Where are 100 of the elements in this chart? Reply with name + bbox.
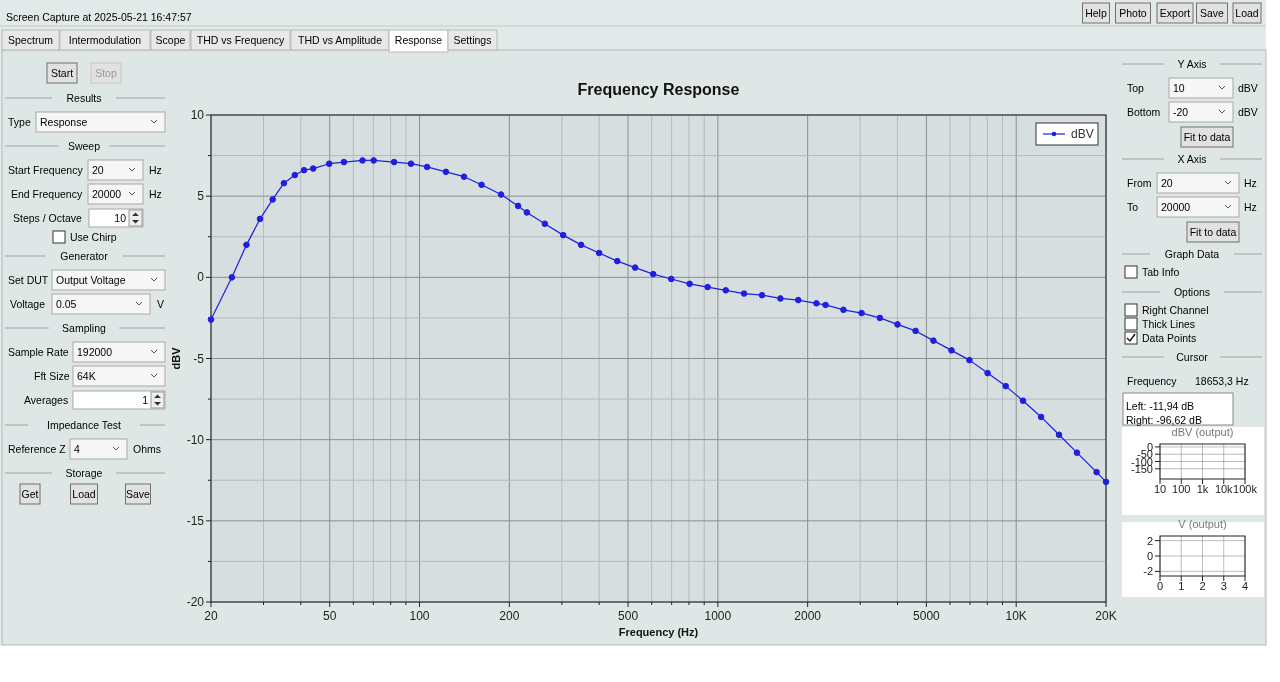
text: X Axis [1177, 153, 1207, 165]
x-tick-label: 3 [1220, 580, 1227, 592]
y-tick-label: -5 [193, 351, 205, 366]
text: Intermodulation [68, 34, 142, 46]
x-tick-label: 1k [1196, 483, 1209, 495]
text: Averages [24, 394, 69, 406]
text: From [1127, 177, 1152, 189]
text: 10 [1173, 82, 1185, 94]
x-tick-label: 2 [1199, 580, 1206, 592]
y-tick-label: 0 [1146, 550, 1153, 562]
text: Results [66, 92, 102, 104]
chart-title: V (output) [1178, 518, 1227, 530]
text: Settings [453, 34, 492, 46]
text: Bottom [1127, 106, 1161, 118]
text: Right Channel [1142, 304, 1209, 316]
x-tick-label: 50 [323, 609, 337, 623]
text: Storage [65, 467, 103, 479]
y-tick-label: 10 [190, 108, 205, 122]
text: Data Points [1142, 332, 1197, 344]
text: Reference Z [8, 443, 67, 455]
text: Start Frequency [8, 164, 84, 176]
text: 1 [142, 394, 149, 406]
x-tick-label: 10K [1005, 609, 1027, 623]
y-tick-label: -20 [186, 595, 205, 609]
text: dBV [1238, 82, 1258, 94]
x-tick-label: 2000 [794, 609, 822, 623]
text: Photo [1119, 7, 1147, 19]
text: Top [1127, 82, 1145, 94]
y-tick-label: -2 [1143, 565, 1153, 578]
text: Load [72, 488, 96, 500]
x-tick-label: 4 [1241, 580, 1249, 592]
chart-title: Frequency Response [577, 81, 740, 98]
text: End Frequency [11, 188, 83, 200]
text: 20 [92, 164, 104, 176]
text: Hz [149, 164, 162, 176]
text: Scope [155, 34, 186, 46]
text: Tab Info [1142, 266, 1180, 278]
text: Steps / Octave [13, 212, 83, 224]
text: Sampling [62, 322, 107, 334]
text: 10 [114, 212, 127, 224]
text: 4 [74, 443, 80, 455]
y-axis-title: dBV [170, 346, 182, 370]
x-tick-label: 20 [204, 609, 218, 623]
text: Help [1085, 7, 1107, 19]
y-tick-label: 2 [1146, 534, 1153, 547]
text: Fft Size [34, 370, 70, 382]
text: Generator [60, 250, 109, 262]
text: Start [50, 67, 74, 79]
text: Thick Lines [1142, 318, 1196, 330]
text: Response [394, 34, 443, 46]
text: Cursor [1176, 351, 1209, 363]
y-tick-label: 0 [197, 270, 205, 285]
text: Hz [1244, 177, 1257, 189]
text: Sweep [67, 140, 101, 152]
text: Response [40, 116, 88, 128]
x-tick-label: 20K [1095, 609, 1117, 623]
text: THD vs Amplitude [297, 34, 383, 46]
text: 20000 [1161, 201, 1191, 213]
text: Set DUT [8, 274, 49, 286]
text: Y Axis [1177, 58, 1207, 70]
text: Load [1235, 7, 1259, 19]
text: Graph Data [1164, 248, 1220, 260]
x-tick-label: 0 [1156, 580, 1164, 592]
x-tick-label: 1 [1178, 580, 1185, 592]
text: Options [1173, 286, 1211, 298]
text: 20000 [92, 188, 122, 200]
text: Save [1200, 7, 1225, 19]
text: Fit to data [1183, 131, 1231, 143]
text: Save [126, 488, 151, 500]
text: Screen Capture at 2025-05-21 16:47:57 [6, 11, 192, 23]
text: 64K [77, 370, 96, 382]
text: V [157, 298, 165, 310]
text: Hz [1244, 201, 1257, 213]
text: Voltage [10, 298, 46, 310]
x-tick-label: 200 [499, 609, 520, 623]
text: Use Chirp [70, 231, 117, 243]
text: THD vs Frequency [196, 34, 286, 46]
y-tick-label: -10 [186, 432, 205, 447]
text: Right: -96,62 dB [1126, 414, 1202, 426]
y-tick-label: 5 [197, 189, 205, 204]
x-tick-label: 500 [618, 609, 639, 623]
text: Sample Rate [8, 346, 69, 358]
text: Impedance Test [47, 419, 122, 431]
text: Frequency [1127, 375, 1178, 387]
text: Output Voltage [56, 274, 126, 286]
x-tick-label: 100 [1172, 483, 1191, 495]
text: Left: -11,94 dB [1126, 400, 1195, 412]
text: Export [1159, 7, 1191, 19]
text: -20 [1173, 106, 1189, 118]
y-tick-label: -15 [186, 513, 205, 528]
text: Fit to data [1189, 226, 1237, 238]
text: 0.05 [56, 298, 77, 310]
x-tick-label: 1000 [704, 609, 732, 623]
text: Type [8, 116, 31, 128]
text: Hz [149, 188, 162, 200]
text: Spectrum [8, 34, 54, 46]
x-tick-label: 5000 [913, 609, 941, 623]
text: dBV [1238, 106, 1258, 118]
text: 20 [1161, 177, 1173, 189]
text: Ohms [133, 443, 162, 455]
